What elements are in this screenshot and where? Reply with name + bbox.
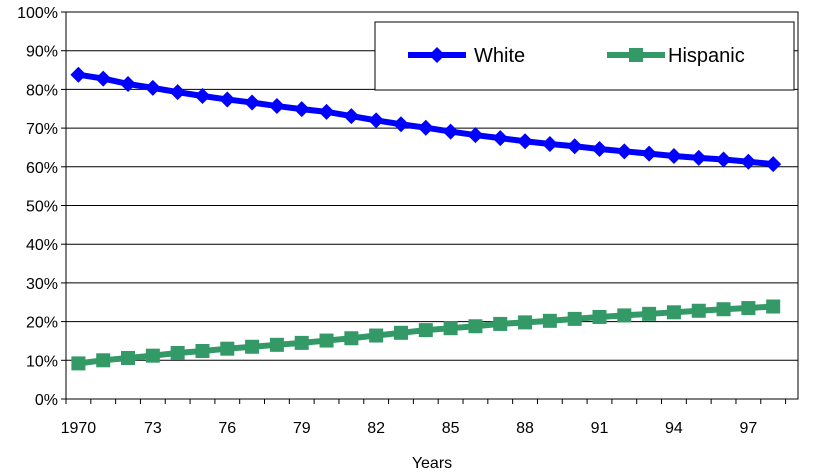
data-point-white [343, 108, 360, 125]
y-tick-label: 70% [26, 121, 58, 138]
data-point-hispanic [642, 306, 657, 321]
data-point-white [665, 147, 682, 164]
y-tick-label: 90% [26, 44, 58, 61]
data-point-white [641, 145, 658, 162]
x-tick-label: 82 [367, 420, 385, 437]
y-tick-label: 60% [26, 160, 58, 177]
data-point-hispanic [269, 337, 284, 352]
data-point-hispanic [443, 321, 458, 336]
data-point-hispanic [418, 323, 433, 338]
x-tick-label: 79 [293, 420, 311, 437]
data-point-hispanic [294, 335, 309, 350]
data-point-hispanic [518, 315, 533, 330]
data-point-white [95, 70, 112, 87]
legend-marker-white [429, 47, 445, 63]
data-point-hispanic [666, 305, 681, 320]
y-tick-label: 40% [26, 237, 58, 254]
data-point-white [219, 91, 236, 108]
data-point-hispanic [170, 345, 185, 360]
data-point-white [541, 135, 558, 152]
data-point-white [293, 101, 310, 118]
data-point-white [442, 123, 459, 140]
data-point-white [566, 138, 583, 155]
data-point-hispanic [195, 344, 210, 359]
data-point-hispanic [121, 350, 136, 365]
y-tick-label: 80% [26, 82, 58, 99]
data-point-hispanic [220, 341, 235, 356]
data-point-white [169, 84, 186, 101]
data-point-white [467, 127, 484, 144]
data-point-white [492, 130, 509, 147]
data-point-white [715, 151, 732, 168]
legend-label-white: White [474, 45, 525, 67]
data-point-white [591, 140, 608, 157]
x-tick-label: 73 [144, 420, 162, 437]
x-tick-label: 94 [665, 420, 683, 437]
x-axis-ticks: 1970 73 76 79 82 85 88 91 94 97 [61, 399, 787, 437]
data-point-white [517, 133, 534, 150]
legend-marker-hispanic [629, 48, 643, 62]
y-tick-label: 10% [26, 353, 58, 370]
y-axis-ticks: 0% 10% 20% 30% 40% 50% 60% 70% 80% 90% 100% [17, 5, 66, 409]
data-point-white [368, 112, 385, 129]
series-layer [70, 66, 782, 371]
y-tick-label: 20% [26, 315, 58, 332]
data-point-white [616, 143, 633, 160]
data-point-white [120, 75, 137, 92]
legend-label-hispanic: Hispanic [668, 45, 745, 67]
x-tick-label: 85 [442, 420, 460, 437]
x-axis-title: Years [412, 455, 452, 472]
x-tick-label: 76 [218, 420, 236, 437]
data-point-hispanic [468, 319, 483, 334]
data-point-hispanic [493, 316, 508, 331]
data-point-hispanic [245, 339, 260, 354]
x-tick-label: 88 [516, 420, 534, 437]
data-point-white [268, 98, 285, 115]
data-point-white [318, 103, 335, 120]
data-point-hispanic [344, 331, 359, 346]
data-point-white [194, 87, 211, 104]
data-point-hispanic [319, 333, 334, 348]
data-point-white [70, 66, 87, 83]
data-point-white [144, 79, 161, 96]
data-point-hispanic [741, 301, 756, 316]
data-point-hispanic [145, 348, 160, 363]
data-point-hispanic [716, 302, 731, 317]
x-tick-label: 91 [591, 420, 609, 437]
data-point-hispanic [766, 299, 781, 314]
data-point-white [740, 153, 757, 170]
data-point-hispanic [96, 353, 111, 368]
x-tick-label: 97 [739, 420, 757, 437]
data-point-white [690, 149, 707, 166]
data-point-hispanic [393, 325, 408, 340]
y-tick-label: 50% [26, 199, 58, 216]
y-tick-label: 30% [26, 276, 58, 293]
data-point-white [244, 94, 261, 111]
y-tick-label: 0% [35, 392, 58, 409]
x-tick-label: 1970 [61, 420, 97, 437]
data-point-hispanic [369, 328, 384, 343]
y-tick-label: 100% [17, 5, 58, 22]
data-point-hispanic [567, 311, 582, 326]
data-point-hispanic [592, 309, 607, 324]
data-point-white [765, 156, 782, 173]
data-point-white [417, 119, 434, 136]
legend: White Hispanic [374, 21, 795, 91]
data-point-hispanic [691, 303, 706, 318]
data-point-white [392, 116, 409, 133]
data-point-hispanic [542, 313, 557, 328]
data-point-hispanic [617, 308, 632, 323]
data-point-hispanic [71, 356, 86, 371]
